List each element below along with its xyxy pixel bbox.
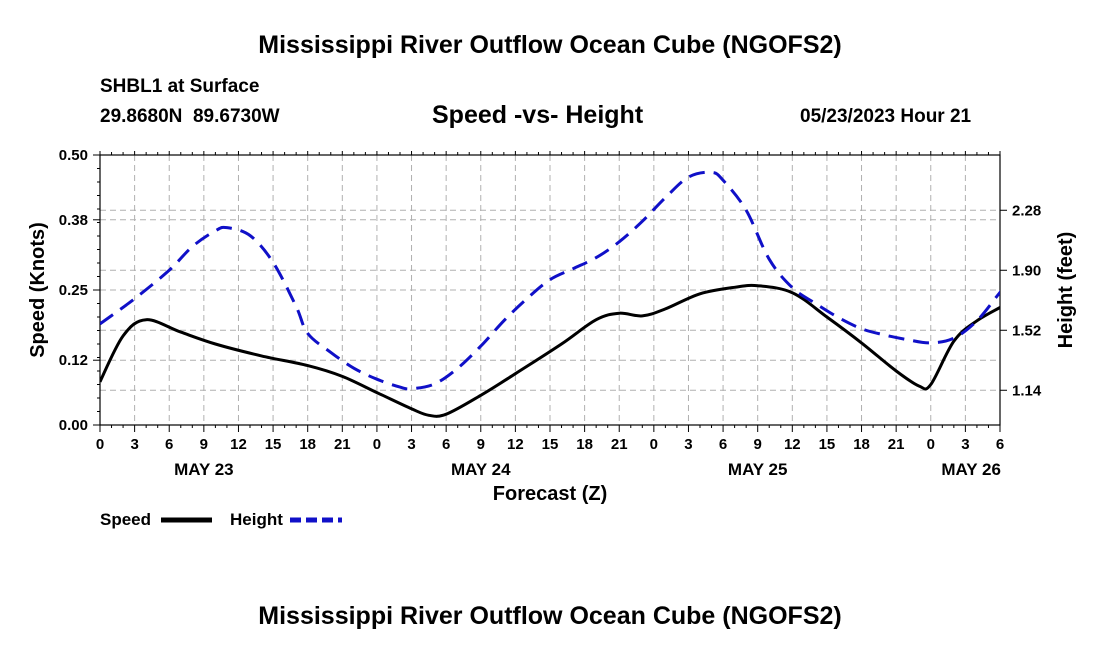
right-y-axis-title: Height (feet) — [1055, 232, 1077, 349]
left-y-tick-labels: 0.00 0.12 0.25 0.38 0.50 — [59, 147, 88, 434]
x-tick-label: 12 — [230, 436, 247, 453]
y-left-tick-label: 0.25 — [59, 282, 88, 299]
x-tick-label: 3 — [407, 436, 415, 453]
x-tick-label: 0 — [927, 436, 935, 453]
x-tick-label: 15 — [265, 436, 282, 453]
x-tick-label: 15 — [542, 436, 559, 453]
series-lines — [100, 170, 1000, 418]
page-title: Mississippi River Outflow Ocean Cube (NG… — [258, 31, 842, 59]
forecast-datetime: 05/23/2023 Hour 21 — [800, 106, 972, 127]
x-tick-label: 18 — [576, 436, 593, 453]
x-tick-label: 9 — [477, 436, 485, 453]
y-right-tick-label: 1.14 — [1012, 382, 1042, 399]
axis-ticks — [93, 151, 1007, 432]
y-left-tick-label: 0.38 — [59, 212, 88, 229]
x-tick-label: 3 — [961, 436, 969, 453]
x-tick-label: 9 — [200, 436, 208, 453]
x-tick-label: 21 — [611, 436, 628, 453]
series-line-height — [100, 170, 1000, 391]
y-left-tick-label: 0.00 — [59, 417, 88, 434]
date-labels: MAY 23 MAY 24 MAY 25 MAY 26 — [174, 460, 1001, 479]
y-left-tick-label: 0.12 — [59, 352, 88, 369]
footer-title: Mississippi River Outflow Ocean Cube (NG… — [258, 602, 842, 630]
y-left-tick-label: 0.50 — [59, 147, 88, 164]
x-tick-label: 15 — [819, 436, 836, 453]
x-tick-label: 3 — [130, 436, 138, 453]
y-right-tick-label: 2.28 — [1012, 202, 1041, 219]
date-label: MAY 25 — [728, 460, 788, 479]
x-tick-label: 0 — [373, 436, 381, 453]
x-tick-label: 18 — [853, 436, 870, 453]
x-tick-label: 0 — [650, 436, 658, 453]
legend-label-speed: Speed — [100, 510, 151, 529]
x-tick-label: 9 — [754, 436, 762, 453]
x-tick-label: 6 — [442, 436, 450, 453]
x-tick-label: 18 — [299, 436, 316, 453]
x-tick-labels: 0 3 6 9 12 15 18 21 0 3 6 9 12 15 18 21 0 3 6 9 12 15 18 21 0 3 6 — [96, 436, 1004, 453]
x-tick-label: 3 — [684, 436, 692, 453]
chart-title: Speed -vs- Height — [432, 101, 644, 129]
x-tick-label: 12 — [507, 436, 524, 453]
x-tick-label: 6 — [165, 436, 173, 453]
legend-label-height: Height — [230, 510, 283, 529]
x-axis-title: Forecast (Z) — [493, 483, 607, 505]
x-tick-label: 6 — [996, 436, 1004, 453]
series-line-speed — [100, 283, 1000, 418]
x-tick-label: 6 — [719, 436, 727, 453]
x-tick-label: 12 — [784, 436, 801, 453]
x-tick-label: 21 — [334, 436, 351, 453]
right-y-tick-labels: 1.14 1.52 1.90 2.28 — [1012, 202, 1042, 399]
grid-lines — [100, 155, 1000, 425]
legend: Speed Height — [100, 510, 342, 529]
station-coordinates: 29.8680N 89.6730W — [100, 106, 280, 127]
x-tick-label: 21 — [888, 436, 905, 453]
station-label: SHBL1 at Surface — [100, 76, 260, 97]
y-right-tick-label: 1.90 — [1012, 262, 1041, 279]
left-y-axis-title: Speed (Knots) — [27, 222, 49, 358]
x-tick-label: 0 — [96, 436, 104, 453]
date-label: MAY 23 — [174, 460, 234, 479]
y-right-tick-label: 1.52 — [1012, 322, 1041, 339]
date-label: MAY 24 — [451, 460, 511, 479]
date-label: MAY 26 — [941, 460, 1001, 479]
